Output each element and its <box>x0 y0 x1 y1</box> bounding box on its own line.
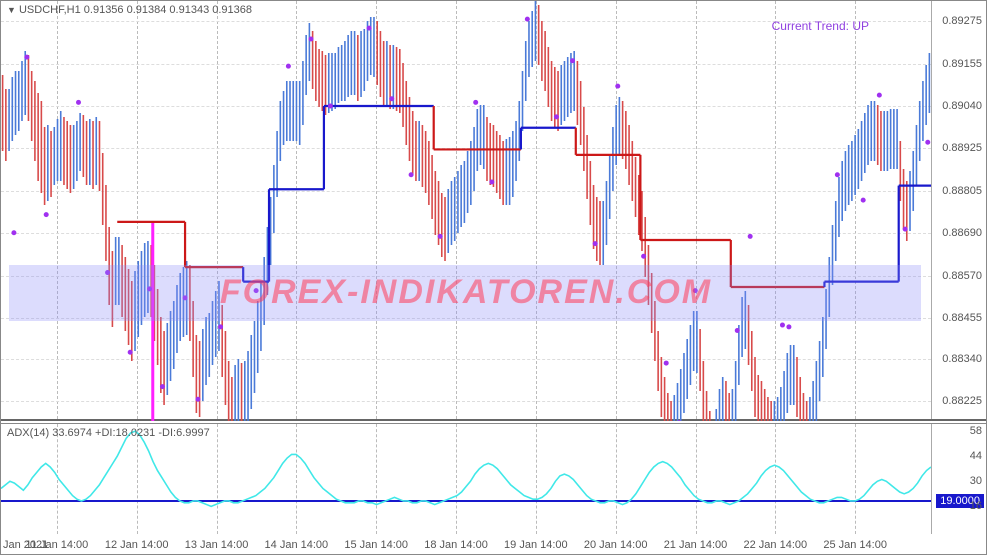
adx-y-label: 58 <box>970 425 982 437</box>
time-x-axis: 8 Jan 202111 Jan 14:0012 Jan 14:0013 Jan… <box>1 534 931 554</box>
price-svg <box>1 1 931 421</box>
adx-indicator-pane[interactable]: ADX(14) 33.6974 +DI:18.0231 -DI:6.9997 1… <box>1 423 986 534</box>
time-x-label: 13 Jan 14:00 <box>185 539 249 551</box>
symbol-text: USDCHF,H1 <box>19 4 81 16</box>
price-y-label: 0.89275 <box>942 15 982 27</box>
time-x-label: 22 Jan 14:00 <box>744 539 808 551</box>
price-chart-area[interactable]: ▼ USDCHF,H1 0.91356 0.91384 0.91343 0.91… <box>1 1 931 419</box>
ohlc-text: 0.91356 0.91384 0.91343 0.91368 <box>84 4 252 16</box>
adx-y-label: 30 <box>970 475 982 487</box>
trading-chart-window: ▼ USDCHF,H1 0.91356 0.91384 0.91343 0.91… <box>0 0 987 555</box>
trend-indicator-label: Current Trend: UP <box>772 19 869 33</box>
price-y-label: 0.89155 <box>942 58 982 70</box>
adx-y-label: 16 <box>970 500 982 512</box>
time-x-label: 12 Jan 14:00 <box>105 539 169 551</box>
adx-chart-area[interactable]: ADX(14) 33.6974 +DI:18.0231 -DI:6.9997 <box>1 424 931 534</box>
price-y-label: 0.88570 <box>942 270 982 282</box>
adx-svg <box>1 424 931 535</box>
price-y-label: 0.88455 <box>942 312 982 324</box>
time-x-label: 21 Jan 14:00 <box>664 539 728 551</box>
time-x-label: 25 Jan 14:00 <box>823 539 887 551</box>
time-x-label: 15 Jan 14:00 <box>344 539 408 551</box>
adx-title: ADX(14) 33.6974 +DI:18.0231 -DI:6.9997 <box>7 427 210 439</box>
price-y-label: 0.88805 <box>942 185 982 197</box>
price-y-axis: 0.89275 0.89155 0.89040 0.88925 0.88805 0.886… <box>931 1 986 419</box>
time-x-label: 18 Jan 14:00 <box>424 539 488 551</box>
adx-y-axis: 19.0000 58443016 <box>931 424 986 534</box>
time-x-label: 14 Jan 14:00 <box>265 539 329 551</box>
price-chart-pane[interactable]: ▼ USDCHF,H1 0.91356 0.91384 0.91343 0.91… <box>1 1 986 421</box>
time-x-label: 19 Jan 14:00 <box>504 539 568 551</box>
symbol-title: ▼ USDCHF,H1 0.91356 0.91384 0.91343 0.91… <box>7 4 252 16</box>
price-y-label: 0.88340 <box>942 353 982 365</box>
price-y-label: 0.88225 <box>942 395 982 407</box>
time-x-label: 20 Jan 14:00 <box>584 539 648 551</box>
price-y-label: 0.89040 <box>942 100 982 112</box>
price-y-label: 0.88690 <box>942 227 982 239</box>
time-x-label: 11 Jan 14:00 <box>25 539 88 551</box>
price-y-label: 0.88925 <box>942 142 982 154</box>
adx-y-label: 44 <box>970 450 982 462</box>
watermark-text: FOREX-INDIKATOREN.COM <box>1 273 931 312</box>
